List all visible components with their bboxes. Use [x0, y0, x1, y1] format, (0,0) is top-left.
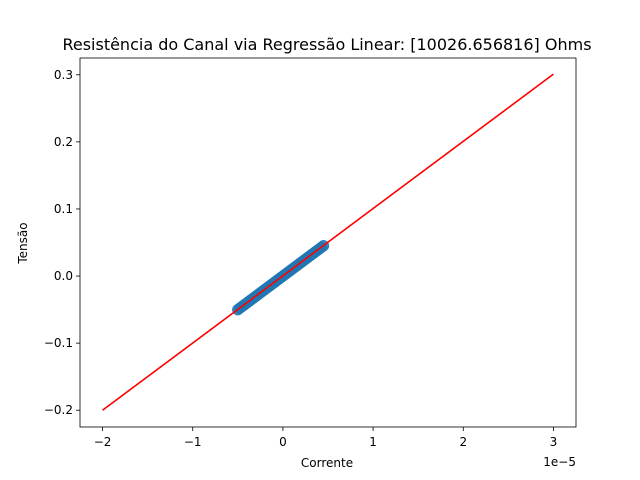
- x-tick-label: 1: [369, 435, 377, 449]
- y-tick-label: 0.1: [54, 202, 73, 216]
- x-axis-label: Corrente: [301, 456, 353, 470]
- x-tick-label: 0: [279, 435, 287, 449]
- y-tick-label: 0.3: [54, 68, 73, 82]
- x-tick-label: −1: [184, 435, 202, 449]
- plot-frame: [79, 57, 577, 428]
- y-tick-label: −0.1: [44, 336, 73, 350]
- x-offset-text: 1e−5: [543, 455, 576, 469]
- fit-line: [102, 73, 554, 411]
- y-axis-label: Tensão: [16, 222, 30, 264]
- y-tick-label: 0.2: [54, 135, 73, 149]
- regression-line: [102, 73, 554, 411]
- y-tick-label: 0.0: [54, 269, 73, 283]
- x-axis-ticks: −2 −1 0 1 2 3: [94, 427, 558, 449]
- y-axis-ticks: −0.2 −0.1 0.0 0.1 0.2 0.3: [44, 68, 80, 417]
- chart-title: Resistência do Canal via Regressão Linea…: [62, 35, 591, 54]
- x-tick-label: 3: [550, 435, 558, 449]
- x-tick-label: 2: [459, 435, 467, 449]
- x-tick-label: −2: [94, 435, 112, 449]
- y-tick-label: −0.2: [44, 403, 73, 417]
